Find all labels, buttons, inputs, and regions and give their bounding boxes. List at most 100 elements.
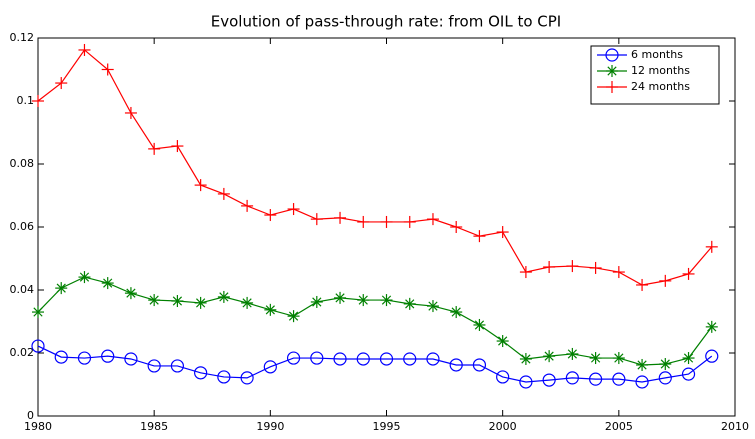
marker-stroke [312,297,322,307]
marker [124,287,137,300]
marker-circle [286,351,301,365]
marker [635,375,649,389]
marker [658,371,672,385]
marker [519,375,533,389]
marker [217,290,230,303]
marker-stroke [242,298,252,308]
series-line [37,345,713,383]
marker-circle [263,360,277,374]
y-tick-label: 0.12 [10,31,35,44]
marker-circle [310,351,324,365]
marker-circle [519,375,533,389]
marker-circle [333,352,347,366]
marker [519,266,532,279]
marker [496,335,509,348]
marker [78,271,91,284]
marker-circle [449,358,463,372]
marker-stroke [590,353,601,363]
marker [473,318,486,331]
marker [171,140,184,153]
marker [682,267,695,280]
marker-stroke [451,307,461,317]
marker [357,215,370,228]
marker [148,142,161,155]
marker-circle [379,352,394,366]
marker [426,300,439,313]
marker [148,294,161,307]
x-tick-label: 1990 [256,420,284,433]
marker [55,282,68,295]
marker-stroke [607,66,617,76]
marker [659,274,672,287]
marker-stroke [79,272,90,282]
marker [217,370,231,384]
marker [472,358,487,372]
marker [32,95,44,107]
marker-stroke [474,320,485,330]
marker [473,230,486,243]
marker [124,106,137,119]
marker-circle [658,371,672,385]
marker [566,260,579,273]
marker [124,352,138,366]
marker [588,372,603,386]
marker [543,261,556,274]
marker [194,366,208,380]
marker-stroke [660,359,670,369]
marker-stroke [381,295,392,305]
marker [589,261,602,274]
marker [565,371,579,385]
marker [566,347,579,360]
marker-stroke [288,311,299,321]
marker [612,266,625,279]
marker-circle [101,349,115,363]
marker [264,303,277,316]
marker-stroke [521,354,531,364]
marker-circle [472,358,487,372]
marker-circle [542,373,556,387]
marker-stroke [33,307,43,317]
marker-stroke [103,278,113,288]
marker [287,203,300,216]
marker [496,226,509,239]
marker [450,306,463,319]
y-tick-label: 0.1 [17,94,35,107]
marker-circle [54,350,68,364]
legend-label: 12 months [631,64,690,77]
y-tick-label: 0.02 [10,346,35,359]
marker-circle [77,351,92,365]
legend-label: 6 months [631,48,683,61]
marker [240,371,254,385]
marker [241,199,254,212]
marker [286,351,301,365]
marker-stroke [335,293,345,303]
marker-circle [240,371,254,385]
marker [357,294,370,307]
marker [310,351,324,365]
marker-stroke [614,353,624,363]
marker [194,179,207,192]
marker-circle [170,359,184,373]
marker-circle [681,367,696,381]
marker [426,213,439,226]
marker [380,294,393,307]
marker-circle [635,375,649,389]
marker-circle [356,352,370,366]
marker [194,296,207,309]
x-tick-label: 1985 [140,420,168,433]
x-tick-label: 2010 [721,420,749,433]
marker [612,352,625,365]
marker [682,352,695,365]
marker [606,81,618,93]
marker [605,48,619,62]
marker [55,77,68,90]
marker-stroke [544,351,554,361]
marker [681,367,696,381]
marker-stroke [428,301,438,311]
marker [380,215,393,228]
marker [496,370,510,384]
marker-circle [426,352,440,366]
marker-circle [403,352,417,366]
marker [403,297,416,310]
